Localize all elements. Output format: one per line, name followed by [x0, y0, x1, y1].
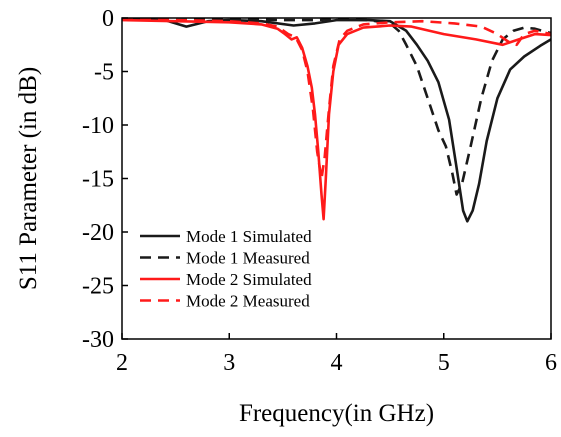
- y-tick-label: -5: [94, 60, 114, 86]
- axes: 2 3 4 5 6 0 -5 -10 -15 -20 -25 -30: [82, 6, 557, 376]
- y-tick-label: -10: [82, 113, 114, 139]
- x-tick-label: 4: [331, 350, 343, 376]
- x-tick-label: 2: [116, 350, 128, 376]
- x-tick-label: 5: [438, 350, 450, 376]
- y-tick-label: -30: [82, 327, 114, 353]
- legend-label: Mode 2 Measured: [186, 292, 310, 311]
- y-tick-label: -15: [82, 167, 114, 193]
- legend-label: Mode 1 Measured: [186, 249, 310, 268]
- x-tick-label: 6: [545, 350, 557, 376]
- legend-label: Mode 2 Simulated: [186, 270, 312, 289]
- y-axis-title: S11 Parameter (in dB): [15, 67, 42, 290]
- series-line-4: [122, 17, 551, 180]
- x-axis-title: Frequency(in GHz): [239, 400, 434, 427]
- y-tick-label: -20: [82, 220, 114, 246]
- x-tick-label: 3: [223, 350, 235, 376]
- y-tick-label: -25: [82, 274, 114, 300]
- plot-area: [122, 17, 551, 223]
- legend: Mode 1 Simulated Mode 1 Measured Mode 2 Si…: [140, 227, 312, 311]
- y-tick-label: 0: [102, 6, 114, 32]
- series-line-2: [122, 17, 551, 196]
- series-line-3: [122, 18, 551, 221]
- legend-label: Mode 1 Simulated: [186, 227, 312, 246]
